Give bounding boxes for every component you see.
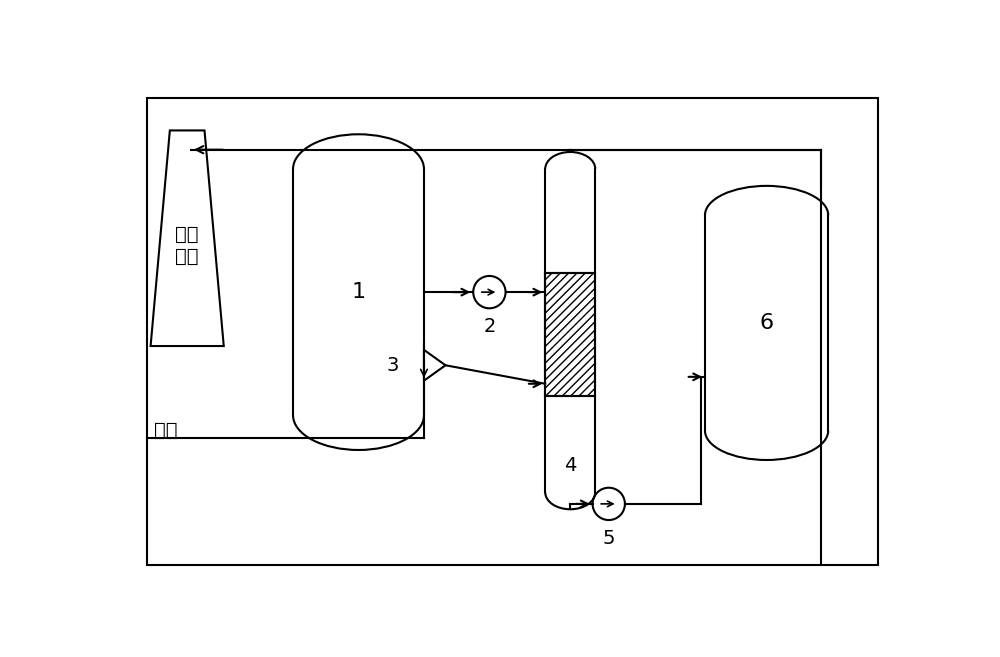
Text: 烟气: 烟气	[154, 421, 178, 440]
Text: 3: 3	[387, 356, 399, 374]
Text: 1: 1	[351, 282, 366, 302]
Bar	[545, 273, 595, 396]
Text: 4: 4	[564, 456, 576, 475]
Text: 6: 6	[760, 313, 774, 333]
Text: 电厂
烟囱: 电厂 烟囱	[175, 225, 199, 267]
Text: 2: 2	[483, 317, 496, 336]
Text: 5: 5	[602, 529, 615, 548]
